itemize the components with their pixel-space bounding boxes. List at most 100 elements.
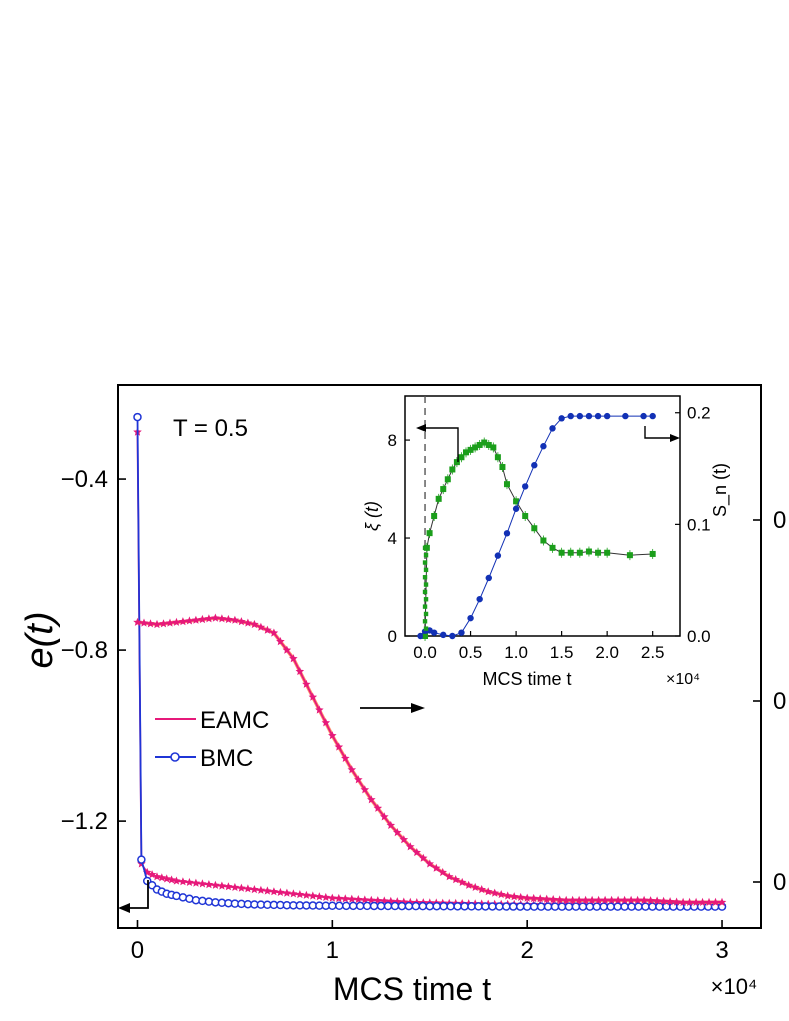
main-series-marker-1	[467, 902, 476, 911]
inset-series-marker-0	[422, 604, 428, 609]
main-series-marker-0	[295, 890, 305, 899]
main-series-marker-2	[704, 897, 714, 906]
main-series-marker-1	[376, 901, 386, 911]
inset-x-tick-label: 0.0	[413, 643, 437, 662]
main-series-marker-2	[224, 614, 233, 624]
inset-series-marker-0	[513, 498, 520, 505]
main-series-marker-1	[599, 902, 608, 911]
main-series-marker-0	[334, 893, 344, 903]
main-series-marker-2	[652, 896, 662, 905]
main-series-marker-2	[626, 895, 636, 904]
main-annotation: T = 0.5	[173, 415, 248, 442]
main-series-marker-2	[386, 820, 396, 829]
inset-series-marker-1	[649, 412, 656, 420]
inset-series-marker-0	[490, 444, 497, 451]
inset-series-marker-1	[521, 483, 529, 490]
main-series-marker-2	[665, 897, 675, 906]
main-series-marker-2	[315, 705, 324, 714]
main-series-marker-2	[561, 895, 571, 904]
inset-x-tick-label: 0.5	[459, 643, 483, 662]
main-series-marker-1	[137, 855, 146, 864]
main-series-marker-1	[578, 902, 588, 911]
inset-series-marker-0	[463, 449, 470, 456]
main-series-marker-2	[503, 891, 512, 900]
main-series-marker-0	[178, 877, 188, 886]
inset-x-tick-label: 1.5	[550, 643, 574, 662]
main-series-marker-2	[217, 614, 227, 623]
main-series-marker-2	[289, 654, 298, 663]
inset-series-marker-0	[435, 495, 442, 502]
main-series-marker-2	[295, 667, 305, 676]
main-series-marker-1	[418, 901, 428, 911]
inset-series-marker-0	[604, 549, 611, 556]
main-series-marker-2	[477, 885, 486, 894]
main-series-marker-0	[289, 889, 298, 898]
main-series-marker-2	[204, 614, 214, 623]
main-series-marker-1	[446, 902, 455, 911]
inset-series-marker-1	[594, 412, 602, 420]
main-series-marker-2	[198, 614, 207, 624]
main-series-marker-2	[555, 895, 564, 904]
main-series-marker-2	[152, 619, 162, 629]
main-series-marker-2	[685, 897, 694, 906]
inset-series-marker-1	[567, 412, 574, 420]
main-series-marker-2	[496, 890, 506, 899]
main-right-axis-arrow	[360, 703, 425, 713]
main-ylabel: e(t)	[19, 612, 61, 669]
main-series-marker-2	[159, 619, 168, 628]
inset-series-marker-1	[440, 631, 447, 639]
main-series-marker-2	[646, 896, 655, 905]
main-series-marker-1	[390, 901, 400, 911]
inset-x-tick-label: 2.5	[641, 643, 665, 662]
main-series-marker-0	[162, 874, 171, 883]
main-series-marker-1	[133, 412, 142, 422]
main-series-marker-0	[152, 872, 162, 881]
main-series-marker-1	[335, 901, 344, 911]
inset-series-marker-0	[449, 466, 456, 473]
main-series-marker-0	[211, 880, 220, 889]
main-series-marker-0	[354, 895, 363, 904]
main-series-marker-0	[243, 884, 253, 893]
inset-series-marker-1	[512, 505, 520, 512]
main-series-marker-1	[536, 902, 546, 911]
main-series-marker-2	[613, 895, 623, 904]
main-series-marker-2	[172, 617, 181, 626]
main-right-tick-label: 0	[773, 869, 786, 896]
inset-series-marker-0	[422, 633, 428, 639]
main-series-marker-2	[191, 615, 201, 624]
main-y-tick-label: −1.2	[61, 808, 108, 835]
inset-series-marker-0	[423, 582, 429, 587]
main-series-marker-2	[250, 619, 259, 629]
main-series-marker-0	[204, 880, 214, 889]
main-series-marker-0	[328, 893, 337, 902]
main-series-marker-1	[522, 902, 532, 911]
inset-series-marker-0	[626, 552, 633, 559]
main-series-marker-0	[269, 887, 279, 896]
inset-series-marker-0	[494, 454, 501, 461]
inset-series-marker-0	[499, 464, 506, 471]
main-series-marker-2	[438, 867, 447, 877]
inset-series-marker-0	[476, 441, 483, 448]
inset-series-marker-0	[481, 439, 488, 446]
inset-series-marker-0	[422, 545, 428, 551]
legend-eamc-label: EAMC	[200, 707, 269, 734]
inset-series-marker-0	[558, 549, 565, 556]
main-series-marker-2	[302, 679, 311, 688]
inset-series-marker-0	[422, 589, 428, 595]
main-series-marker-0	[256, 885, 266, 894]
main-series-marker-1	[620, 902, 629, 911]
main-series-marker-1	[585, 902, 595, 911]
main-series-marker-0	[198, 879, 207, 888]
main-xlabel: MCS time t	[333, 971, 491, 1007]
main-series-marker-2	[548, 895, 558, 904]
main-series-marker-1	[557, 902, 567, 911]
inset-series-marker-1	[576, 412, 584, 420]
main-series-marker-2	[574, 895, 584, 904]
inset-series-marker-0	[423, 552, 429, 558]
main-series-marker-0	[347, 894, 357, 903]
main-series-marker-1	[606, 902, 615, 911]
main-y-tick-label: −0.4	[61, 466, 108, 493]
main-series-marker-2	[237, 617, 246, 626]
inset-series-marker-1	[467, 614, 474, 622]
main-series-marker-0	[308, 891, 318, 900]
